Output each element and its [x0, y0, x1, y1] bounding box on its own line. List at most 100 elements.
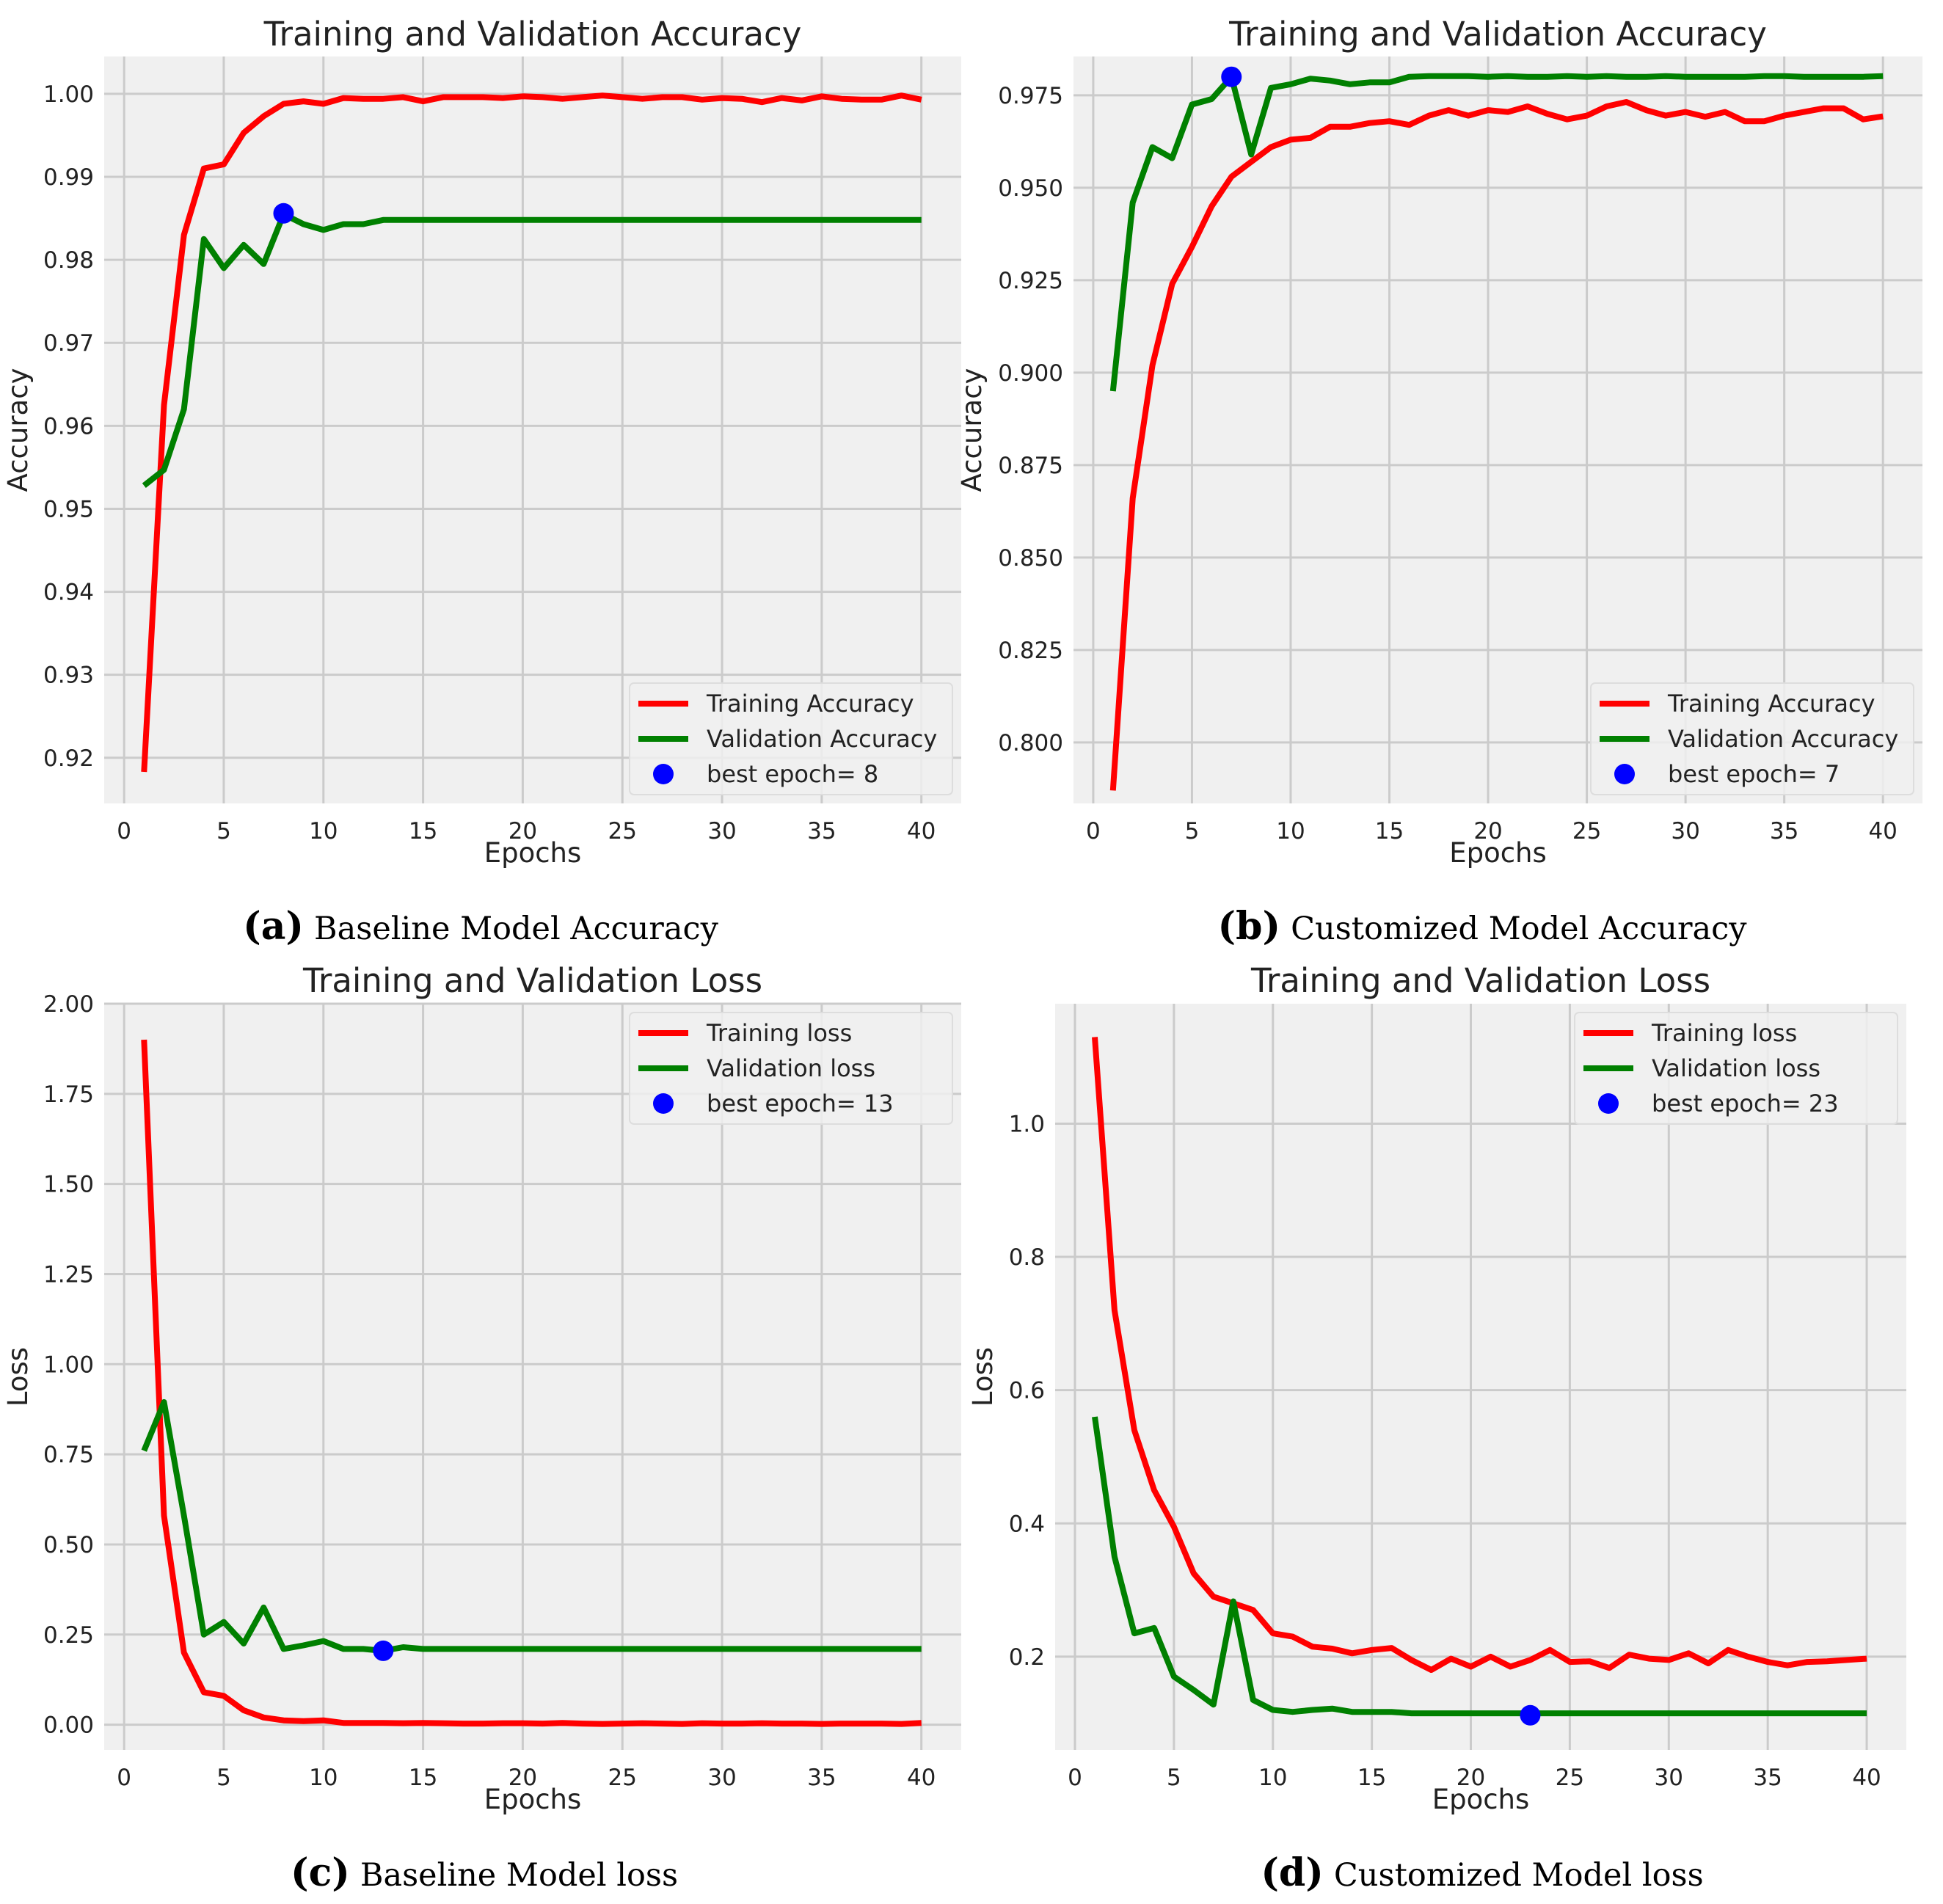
panel-caption: (b) Customized Model Accuracy — [1217, 904, 1747, 949]
x-tick-label: 5 — [216, 818, 231, 845]
chart-panel-d: 0 5 10 15 20 25 30 35 40 0.2 0.4 0.6 0.8 1.0 Training … — [967, 961, 1906, 1895]
legend-entry-best-epoch-swatch — [653, 764, 674, 784]
chart-title: Training and Validation Accuracy — [263, 15, 802, 54]
y-tick-label: 1.50 — [43, 1172, 94, 1198]
x-axis-label: Epochs — [1449, 837, 1547, 869]
y-tick-label: 0.4 — [1009, 1511, 1045, 1537]
plot-area — [104, 56, 961, 803]
legend: Training Accuracy Validation Accuracy best… — [1590, 682, 1914, 795]
validation-series-line — [142, 211, 922, 488]
x-tick-label: 15 — [409, 1765, 437, 1791]
y-tick-label: 0.50 — [43, 1532, 94, 1558]
validation-series-line — [1109, 73, 1884, 392]
x-tick-label: 5 — [1167, 1765, 1181, 1791]
y-tick-label: 0.95 — [43, 496, 94, 522]
chart-title: Training and Validation Loss — [1250, 961, 1710, 1000]
x-tick-label: 35 — [807, 818, 836, 845]
legend-entry-best-epoch-swatch — [1614, 764, 1635, 784]
panel-caption: (c) Baseline Model loss — [291, 1850, 678, 1895]
x-tick-label: 10 — [309, 1765, 338, 1791]
x-tick-label: 25 — [1572, 818, 1601, 845]
y-tick-label: 0.25 — [43, 1622, 94, 1649]
legend-box — [629, 682, 953, 795]
x-tick-label: 10 — [309, 818, 338, 845]
x-tick-label: 5 — [1185, 818, 1200, 845]
panel-caption-letter: (b) — [1217, 904, 1280, 949]
y-tick-label: 0.2 — [1009, 1644, 1045, 1671]
y-tick-label: 2.00 — [43, 991, 94, 1018]
x-tick-label: 20 — [508, 1765, 537, 1791]
legend: Training loss Validation loss best epoch= … — [1574, 1012, 1898, 1125]
best-epoch-marker — [1221, 66, 1242, 87]
x-tick-label: 40 — [1852, 1765, 1881, 1791]
y-tick-label: 0.98 — [43, 247, 94, 274]
legend: Training loss Validation loss best epoch= … — [629, 1012, 953, 1125]
legend-entry-validation: Validation loss — [707, 1054, 875, 1082]
x-tick-label: 30 — [707, 818, 736, 845]
plot-area — [104, 1004, 961, 1750]
panel-caption-text: Customized Model Accuracy — [1291, 911, 1747, 947]
y-tick-label: 0.850 — [998, 545, 1063, 572]
x-axis-label: Epochs — [484, 1784, 582, 1815]
y-tick-label: 0.875 — [998, 453, 1063, 479]
x-tick-label: 30 — [1671, 818, 1699, 845]
y-tick-label: 0.800 — [998, 730, 1063, 756]
y-tick-label: 0.00 — [43, 1712, 94, 1739]
plot-area — [1073, 56, 1922, 803]
chart-title: Training and Validation Loss — [302, 961, 762, 1000]
legend-entry-best-epoch: best epoch= 13 — [707, 1090, 894, 1117]
y-tick-label: 1.25 — [43, 1261, 94, 1288]
x-tick-label: 20 — [508, 818, 537, 845]
x-tick-label: 0 — [117, 818, 131, 845]
x-tick-label: 25 — [1556, 1765, 1584, 1791]
x-tick-label: 20 — [1457, 1765, 1485, 1791]
legend-entry-training: Training Accuracy — [1667, 690, 1875, 718]
y-tick-label: 1.0 — [1009, 1111, 1045, 1137]
x-tick-label: 10 — [1258, 1765, 1287, 1791]
y-tick-label: 0.93 — [43, 663, 94, 689]
x-tick-label: 40 — [907, 818, 936, 845]
legend-entry-best-epoch-swatch — [1598, 1093, 1619, 1114]
training-series-line — [1109, 99, 1884, 791]
panel-caption-text: Baseline Model Accuracy — [314, 911, 719, 947]
x-tick-label: 35 — [1770, 818, 1798, 845]
x-tick-label: 0 — [117, 1765, 131, 1791]
y-tick-label: 1.00 — [43, 1352, 94, 1378]
x-tick-label: 30 — [707, 1765, 736, 1791]
y-tick-label: 0.97 — [43, 330, 94, 357]
chart-title: Training and Validation Accuracy — [1228, 15, 1767, 54]
y-tick-label: 0.825 — [998, 638, 1063, 664]
y-axis-label: Accuracy — [956, 368, 988, 492]
legend-entry-validation: Validation Accuracy — [707, 725, 937, 753]
panel-caption-letter: (c) — [291, 1850, 350, 1895]
legend-box — [629, 1012, 953, 1125]
x-tick-label: 5 — [216, 1765, 231, 1791]
x-tick-label: 15 — [1375, 818, 1404, 845]
x-tick-label: 35 — [807, 1765, 836, 1791]
validation-series-line — [141, 1398, 922, 1654]
y-tick-label: 0.925 — [998, 268, 1063, 294]
x-tick-label: 25 — [608, 1765, 637, 1791]
chart-panel-c: 0 5 10 15 20 25 30 35 40 0.00 0.25 0.50 0.75 1.00 1.25… — [2, 961, 961, 1895]
y-tick-label: 0.900 — [998, 360, 1063, 387]
y-tick-label: 0.99 — [43, 164, 94, 191]
y-tick-label: 0.6 — [1009, 1378, 1045, 1404]
legend-entry-training: Training loss — [706, 1019, 852, 1047]
x-tick-label: 0 — [1068, 1765, 1082, 1791]
chart-panel-b: 0 5 10 15 20 25 30 35 40 0.800 0.825 0.850 0.875 0.90… — [956, 15, 1922, 949]
y-tick-label: 0.75 — [43, 1442, 94, 1468]
legend-box — [1574, 1012, 1898, 1125]
panel-caption-text: Customized Model loss — [1334, 1857, 1704, 1894]
x-tick-label: 25 — [608, 818, 637, 845]
x-tick-label: 35 — [1753, 1765, 1782, 1791]
y-tick-label: 1.75 — [43, 1082, 94, 1108]
y-tick-label: 0.950 — [998, 175, 1063, 202]
x-tick-label: 40 — [907, 1765, 936, 1791]
training-series-line — [1092, 1037, 1867, 1673]
panel-caption-letter: (d) — [1261, 1850, 1324, 1895]
training-series-line — [141, 1039, 922, 1727]
panel-caption-text: Baseline Model loss — [360, 1857, 678, 1894]
best-epoch-marker — [273, 203, 294, 224]
y-tick-label: 0.975 — [998, 83, 1063, 109]
